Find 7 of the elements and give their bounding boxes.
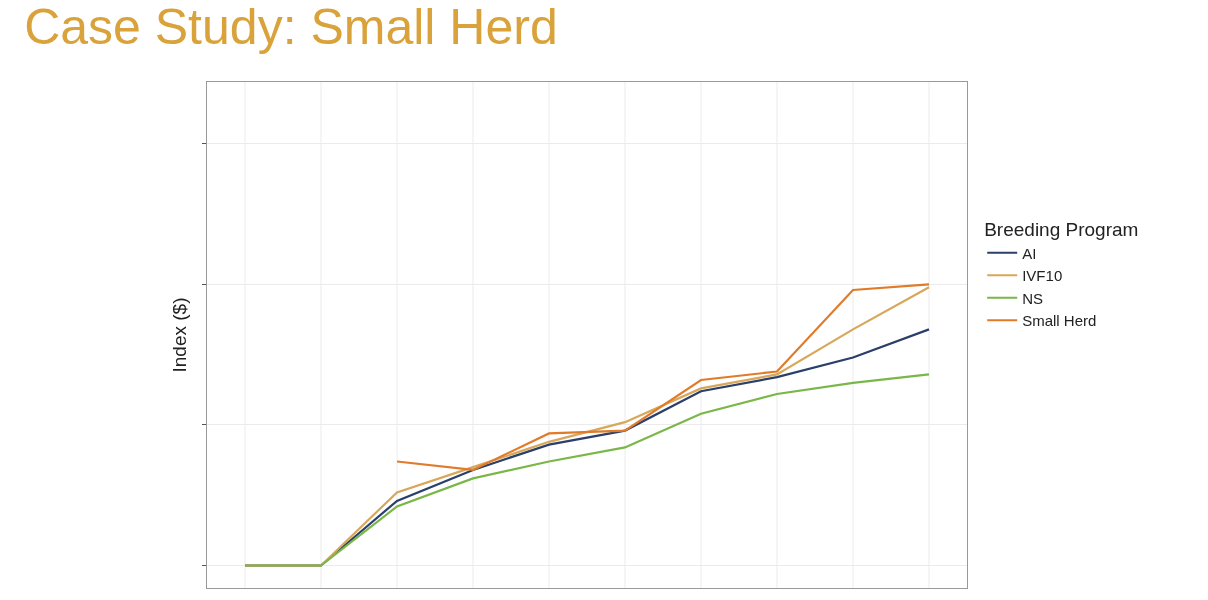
- chart-title: Case Study: Small Herd: [24, 0, 558, 55]
- legend-label: NS: [1022, 289, 1044, 307]
- legend-label: IVF10: [1022, 267, 1063, 285]
- legend-label: AI: [1022, 244, 1037, 262]
- y-axis-title: Index ($): [168, 297, 190, 373]
- legend-title: Breeding Program: [984, 219, 1139, 241]
- legend-label: Small Herd: [1022, 312, 1097, 330]
